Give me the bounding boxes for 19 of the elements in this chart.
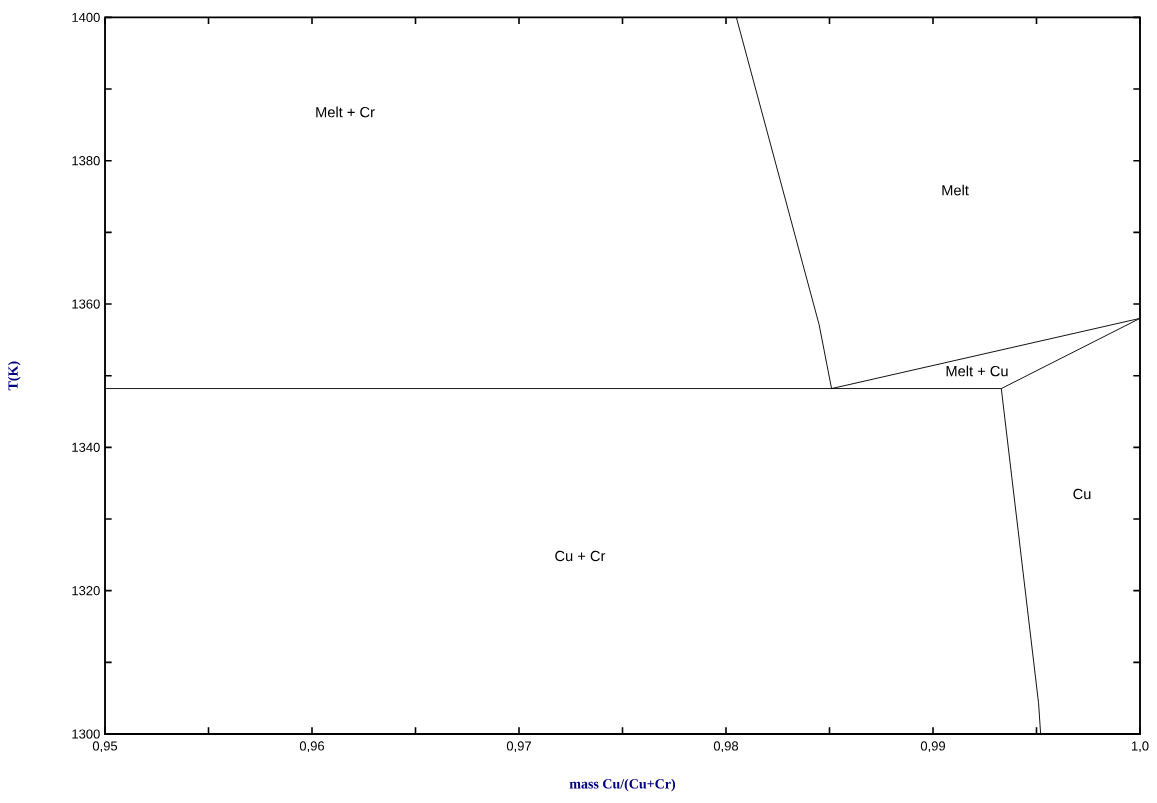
x-tick-label: 1,0 (1131, 741, 1149, 753)
annotation: Melt (942, 184, 969, 196)
x-tick-label: 0,98 (713, 741, 739, 753)
annotation: Melt + Cr (316, 106, 375, 118)
x-tick-label: 0,99 (920, 741, 946, 753)
x-axis-title: mass Cu/(Cu+Cr) (569, 778, 676, 792)
annotation: Melt + Cu (946, 365, 1008, 377)
y-tick-label: 1320 (72, 586, 100, 596)
y-axis-title: T(K) (7, 361, 21, 391)
annotation: Cu (1073, 488, 1091, 500)
y-tick-label: 1400 (72, 12, 100, 22)
x-tick-label: 0,97 (506, 741, 532, 753)
x-tick-label: 0,96 (299, 741, 325, 753)
y-tick-label: 1360 (72, 299, 100, 309)
y-tick-label: 1340 (72, 442, 100, 452)
y-tick-label: 1380 (72, 156, 100, 166)
y-tick-label: 1300 (72, 729, 100, 739)
annotation: Cu + Cr (555, 550, 606, 562)
x-tick-label: 0,95 (92, 741, 118, 753)
